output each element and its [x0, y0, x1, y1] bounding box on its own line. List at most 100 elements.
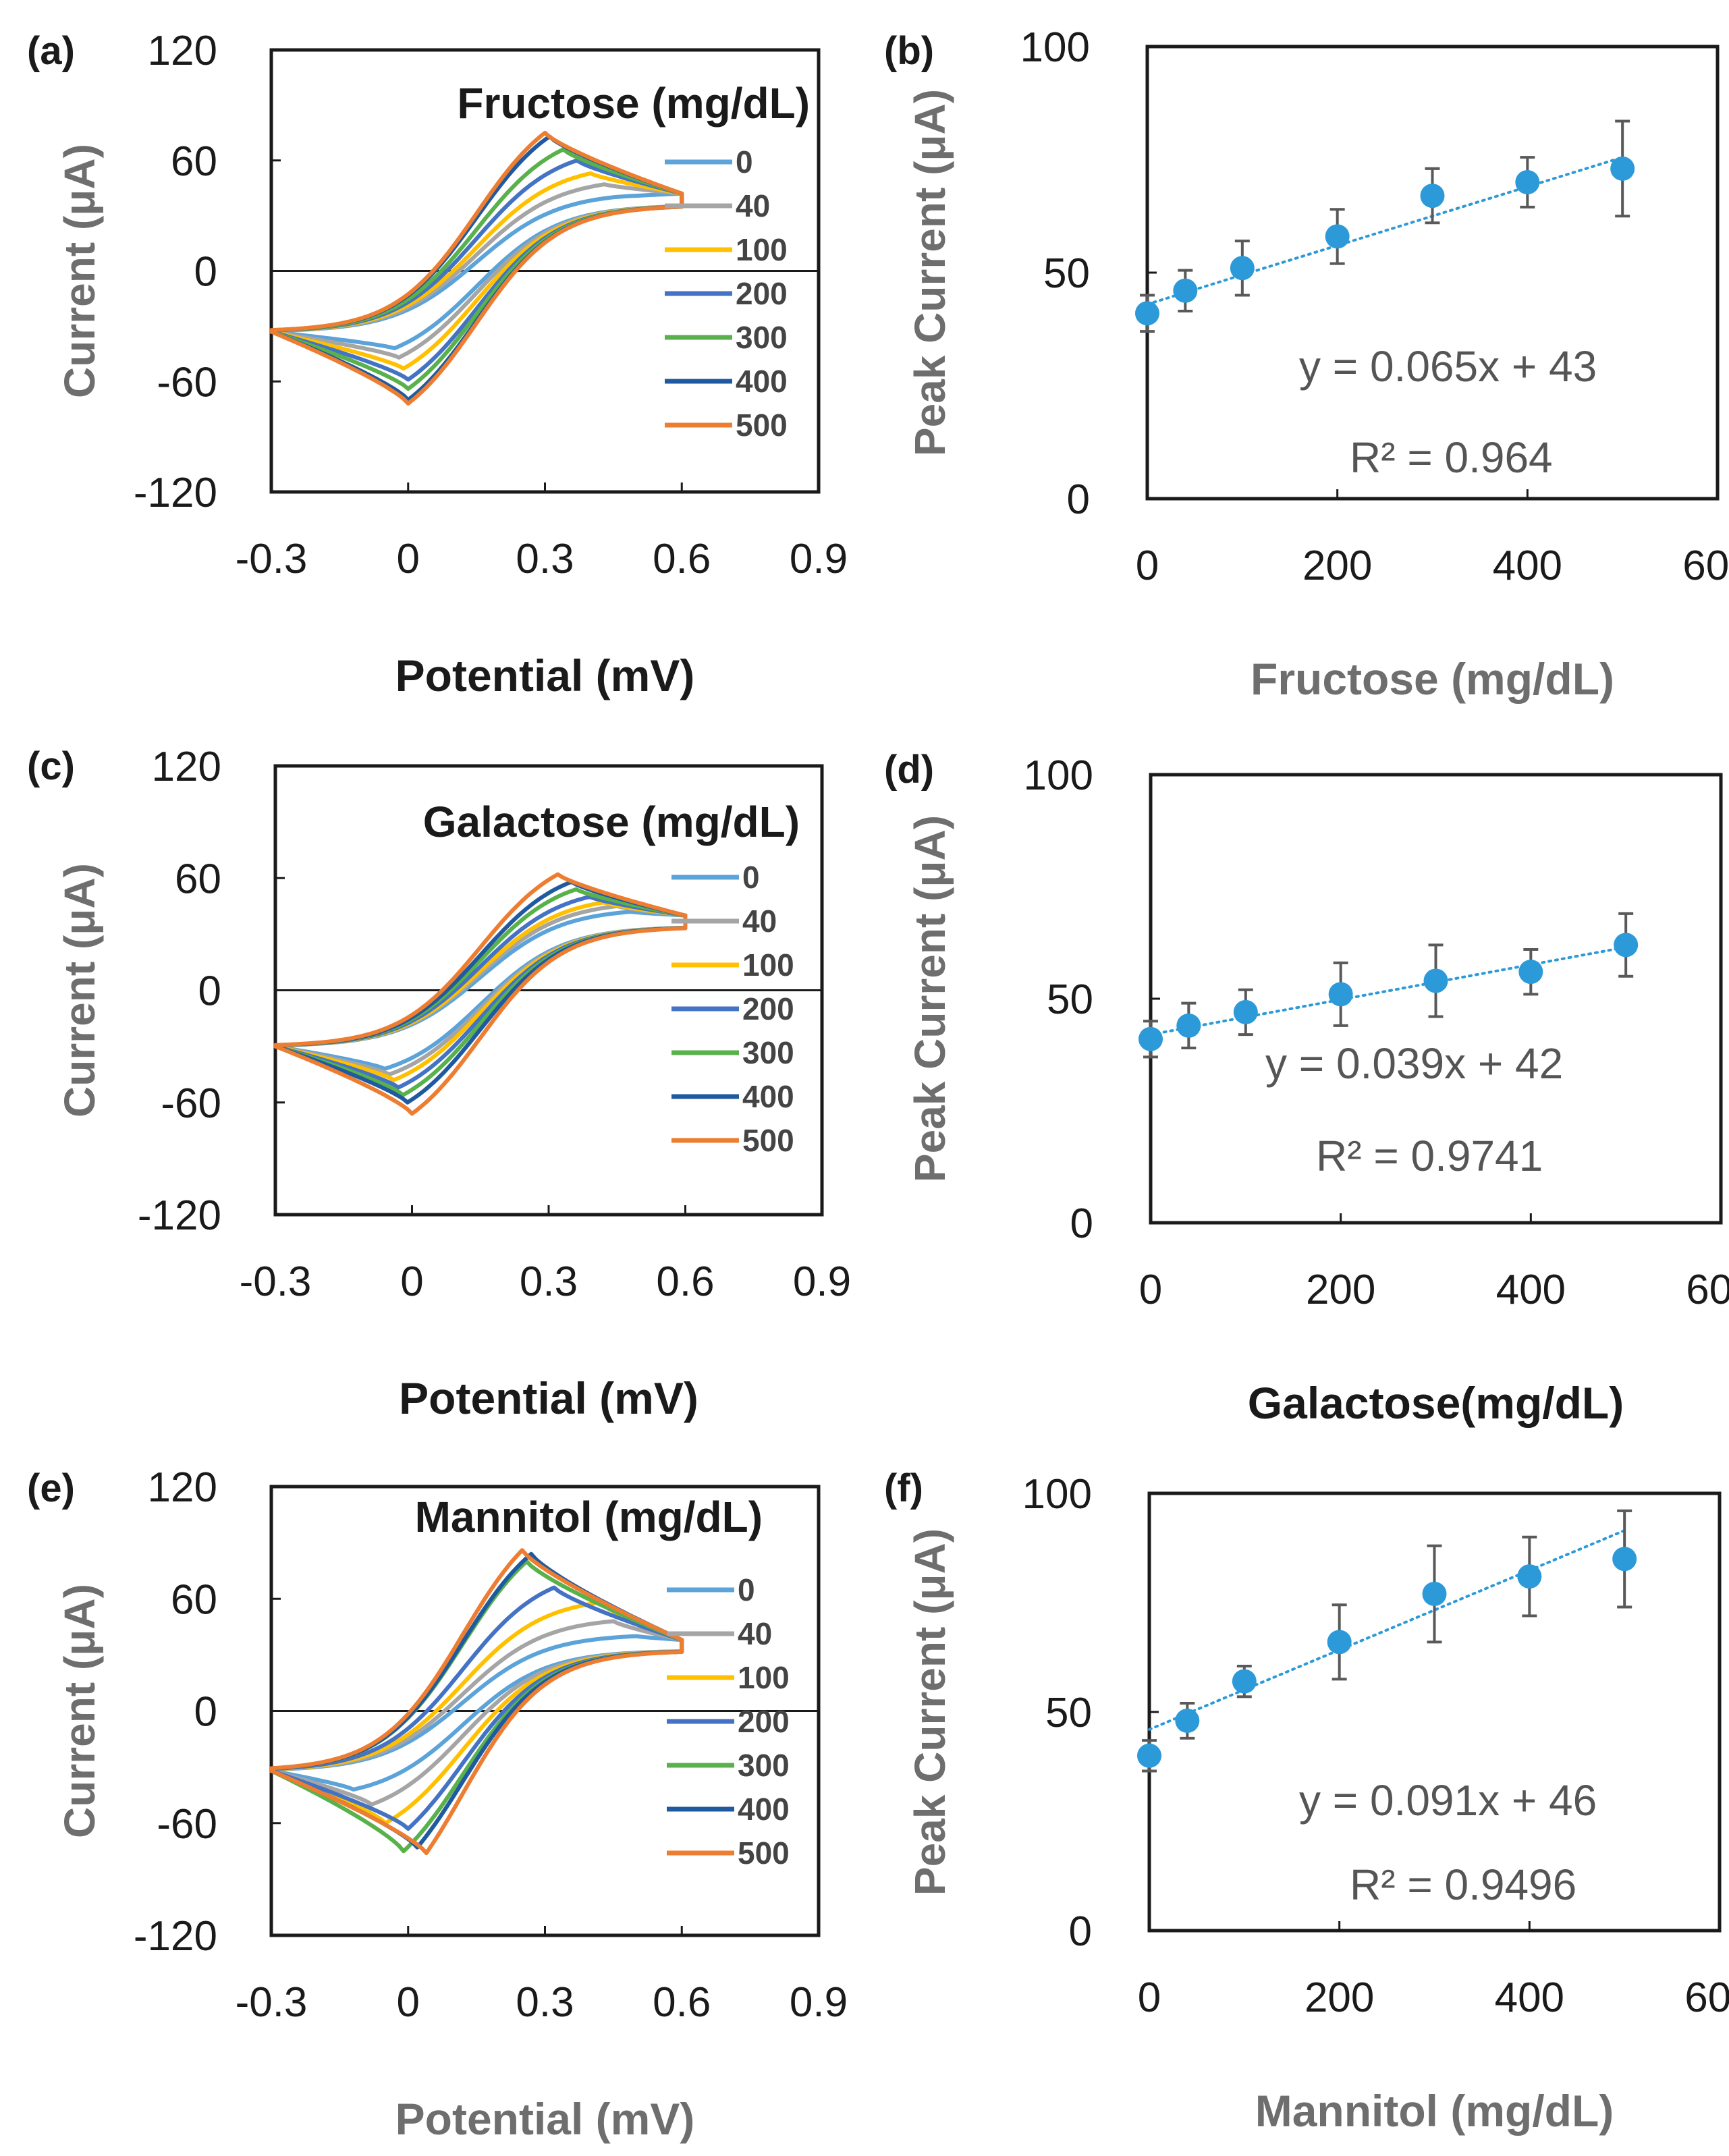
- y-tick-label: 120: [148, 1464, 217, 1511]
- x-tick-label: 0: [1138, 1974, 1161, 2021]
- legend-label: 40: [738, 1616, 772, 1651]
- data-point: [1176, 1013, 1201, 1038]
- legend-label: 0: [738, 1572, 755, 1607]
- x-axis-title: Mannitol (mg/dL): [1255, 2086, 1614, 2136]
- y-tick-label: -60: [157, 359, 217, 406]
- panel-a: -0.3 0 0.3 0.6 0.9 120 60 0 -60 -120 Fructose (mg/…: [27, 28, 848, 700]
- x-tick-label: 0.9: [790, 1979, 848, 2026]
- x-tick-label: 0.3: [520, 1259, 578, 1305]
- data-point: [1515, 170, 1540, 194]
- data-point: [1137, 1743, 1161, 1768]
- x-tick-label: 600: [1686, 1267, 1729, 1313]
- legend-label: 200: [742, 991, 794, 1026]
- x-tick-label: 200: [1305, 1974, 1374, 2021]
- r-squared: R² = 0.964: [1350, 433, 1553, 482]
- data-point: [1517, 1564, 1542, 1589]
- data-point: [1325, 224, 1350, 249]
- x-tick-label: -0.3: [240, 1259, 312, 1305]
- x-axis-title: Fructose (mg/dL): [1251, 654, 1614, 704]
- legend-label: 100: [742, 947, 794, 983]
- x-tick-label: -0.3: [236, 536, 308, 582]
- legend-label: 200: [736, 276, 788, 311]
- x-tick-label: 400: [1495, 1974, 1564, 2021]
- y-axis-title: Peak Current (μA): [906, 89, 954, 456]
- r-squared: R² = 0.9496: [1350, 1860, 1576, 1909]
- x-tick-label: 0: [1136, 543, 1159, 589]
- panel-d: 0 200 400 600 100 50 0 y = 0.039x + 42 R² = 0.97…: [884, 748, 1729, 1428]
- x-tick-label: 0.6: [656, 1259, 714, 1305]
- trend-equation: y = 0.065x + 43: [1299, 342, 1597, 391]
- y-tick-label: 0: [194, 1689, 217, 1736]
- data-point: [1173, 278, 1198, 303]
- panel-label: (a): [27, 29, 75, 73]
- trend-equation: y = 0.039x + 42: [1265, 1039, 1563, 1088]
- panel-label: (b): [884, 29, 934, 73]
- y-axis-title: Current (μA): [55, 144, 104, 398]
- panel-e: -0.3 0 0.3 0.6 0.9 120 60 0 -60 -120 Mannitol (mg/…: [27, 1464, 848, 2144]
- legend-label: 100: [736, 232, 788, 267]
- y-axis-title: Peak Current (μA): [906, 815, 954, 1182]
- x-tick-label: -0.3: [236, 1979, 308, 2026]
- y-tick-label: 0: [194, 249, 217, 296]
- y-tick-label: 60: [171, 1576, 217, 1623]
- y-tick-label: 100: [1024, 752, 1093, 799]
- x-tick-label: 0.9: [790, 536, 848, 582]
- r-squared: R² = 0.9741: [1316, 1132, 1543, 1180]
- x-tick-label: 0: [1139, 1267, 1162, 1313]
- y-tick-label: 0: [198, 968, 221, 1015]
- panel-label: (e): [27, 1466, 75, 1510]
- legend-label: 40: [742, 904, 777, 939]
- panel-b: 0 200 400 600 100 50 0 y = 0.065x + 43 R² = 0.96…: [884, 24, 1729, 704]
- legend-label: 400: [736, 364, 788, 399]
- x-tick-label: 0: [397, 1979, 420, 2026]
- data-point: [1327, 1630, 1352, 1655]
- x-tick-label: 600: [1684, 1974, 1729, 2021]
- y-tick-label: 60: [175, 856, 221, 902]
- y-tick-label: 120: [152, 744, 221, 790]
- y-tick-label: 100: [1020, 24, 1090, 71]
- data-point: [1422, 1582, 1447, 1607]
- cv-curve-500: [269, 1548, 684, 1856]
- x-tick-label: 0: [397, 536, 420, 582]
- y-axis-title: Current (μA): [55, 1584, 104, 1838]
- legend-label: 500: [736, 408, 788, 443]
- x-tick-label: 0.3: [516, 1979, 574, 2026]
- y-tick-label: -120: [134, 470, 217, 516]
- data-point: [1232, 1669, 1257, 1694]
- data-point: [1612, 1547, 1637, 1572]
- data-point: [1138, 1026, 1163, 1051]
- y-tick-label: 120: [148, 28, 217, 74]
- data-point: [1518, 960, 1543, 985]
- data-point: [1614, 933, 1639, 958]
- y-tick-label: 50: [1043, 250, 1090, 297]
- x-axis-title: Potential (mV): [395, 2094, 695, 2144]
- trendline: [1149, 945, 1628, 1036]
- legend-label: 400: [738, 1792, 790, 1827]
- y-axis-title: Current (μA): [55, 863, 104, 1117]
- x-tick-label: 0.3: [516, 536, 574, 582]
- legend-label: 200: [738, 1704, 790, 1739]
- x-tick-label: 400: [1496, 1267, 1566, 1313]
- legend-label: 300: [736, 320, 788, 355]
- legend-label: 300: [742, 1035, 794, 1070]
- cv-curve-500: [273, 872, 688, 1116]
- data-point: [1135, 301, 1159, 326]
- legend-label: 500: [742, 1123, 794, 1158]
- y-tick-label: -120: [138, 1192, 221, 1239]
- y-tick-label: -120: [134, 1913, 217, 1960]
- x-axis-title: Potential (mV): [399, 1373, 698, 1423]
- x-tick-label: 200: [1302, 543, 1372, 589]
- x-tick-label: 0.6: [653, 536, 711, 582]
- y-tick-label: 0: [1070, 1200, 1093, 1247]
- y-tick-label: 0: [1067, 476, 1090, 523]
- x-tick-label: 0.9: [793, 1259, 851, 1305]
- panel-c: -0.3 0 0.3 0.6 0.9 120 60 0 -60 -120 Galactose (mg…: [27, 744, 851, 1423]
- data-point: [1423, 968, 1448, 993]
- legend-label: 400: [742, 1079, 794, 1114]
- y-tick-label: 100: [1022, 1471, 1092, 1518]
- panel-label: (d): [884, 748, 934, 792]
- inset-title: Galactose (mg/dL): [423, 798, 800, 846]
- y-tick-label: 60: [171, 138, 217, 185]
- data-point: [1610, 156, 1635, 181]
